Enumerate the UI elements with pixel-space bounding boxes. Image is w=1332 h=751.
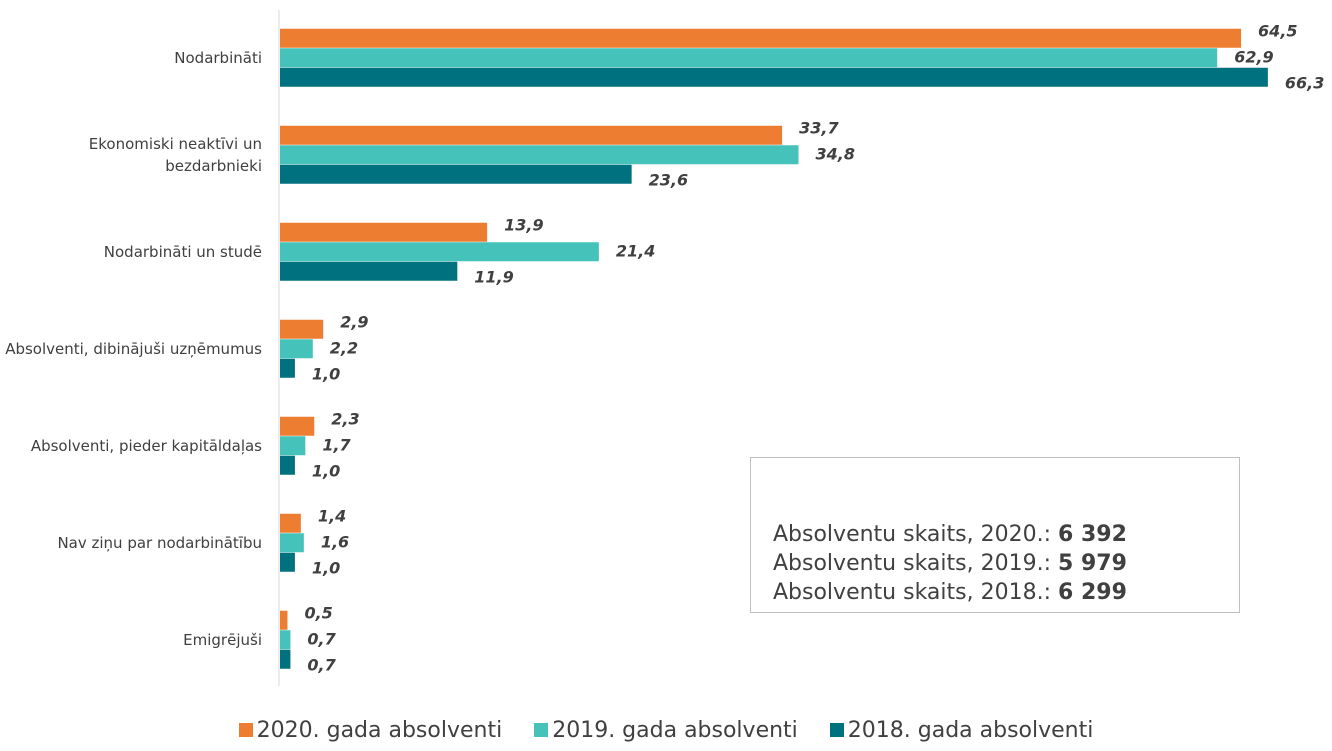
info-line: Absolventu skaits, 2020.: 6 392	[773, 520, 1239, 549]
bar	[280, 416, 315, 436]
info-label: Absolventu skaits, 2019.:	[773, 551, 1051, 576]
legend-item: 2020. gada absolventi	[238, 718, 503, 743]
legend-label: 2020. gada absolventi	[256, 718, 503, 743]
value-label: 1,6	[321, 533, 349, 552]
category-label: Emigrējuši	[183, 631, 262, 649]
value-label: 0,7	[307, 655, 336, 674]
value-label: 21,4	[616, 242, 655, 261]
value-label: 34,8	[816, 145, 855, 164]
value-label: 0,5	[304, 603, 332, 622]
bar	[280, 48, 1218, 68]
info-label: Absolventu skaits, 2018.:	[773, 580, 1051, 605]
value-label: 1,7	[322, 436, 351, 455]
category-label: Absolventi, pieder kapitāldaļas	[30, 437, 262, 455]
value-label: 2,9	[340, 312, 368, 331]
legend-label: 2018. gada absolventi	[847, 718, 1094, 743]
bar	[280, 513, 301, 533]
bar	[280, 28, 1242, 48]
legend-swatch	[829, 723, 844, 737]
bar	[280, 339, 313, 359]
value-label: 62,9	[1234, 48, 1273, 67]
bar	[280, 630, 291, 650]
info-box: Absolventu skaits, 2020.: 6 392 Absolvent…	[750, 457, 1240, 613]
value-label: 1,0	[312, 461, 340, 480]
category-label: Nodarbināti un studē	[103, 243, 262, 261]
value-label: 33,7	[799, 118, 839, 137]
bar	[280, 145, 799, 165]
info-label: Absolventu skaits, 2020.:	[773, 522, 1051, 547]
value-label: 11,9	[474, 267, 513, 286]
value-label: 2,3	[331, 409, 359, 428]
bar	[280, 67, 1268, 87]
bar	[280, 610, 288, 630]
value-label: 1,4	[318, 506, 346, 525]
legend-swatch	[238, 723, 253, 737]
bar	[280, 455, 295, 475]
category-label: Nav ziņu par nodarbinātību	[57, 534, 262, 552]
info-value: 6 392	[1058, 522, 1127, 547]
bar	[280, 125, 783, 145]
bar	[280, 436, 306, 456]
value-label: 13,9	[504, 215, 543, 234]
info-line: Absolventu skaits, 2018.: 6 299	[773, 578, 1239, 607]
value-label: 2,2	[330, 339, 358, 358]
value-label: 1,0	[312, 364, 340, 383]
value-label: 23,6	[649, 170, 688, 189]
legend: 2020. gada absolventi 2019. gada absolven…	[0, 718, 1332, 743]
legend-item: 2018. gada absolventi	[829, 718, 1094, 743]
value-label: 66,3	[1285, 73, 1324, 92]
value-label: 64,5	[1258, 21, 1297, 40]
bar	[280, 261, 458, 281]
info-value: 6 299	[1058, 580, 1127, 605]
value-label: 0,7	[307, 630, 336, 649]
bar	[280, 164, 632, 184]
category-label: Absolventi, dibinājuši uzņēmumus	[5, 340, 262, 358]
info-line: Absolventu skaits, 2019.: 5 979	[773, 549, 1239, 578]
bar	[280, 242, 599, 262]
legend-label: 2019. gada absolventi	[552, 718, 798, 743]
legend-swatch	[534, 723, 549, 737]
value-label: 1,0	[312, 558, 340, 577]
bar	[280, 649, 291, 669]
category-label: Nodarbināti	[174, 49, 262, 67]
bar	[280, 552, 295, 572]
info-value: 5 979	[1058, 551, 1127, 576]
bar	[280, 533, 304, 553]
bar	[280, 222, 488, 242]
legend-item: 2019. gada absolventi	[534, 718, 798, 743]
bar	[280, 358, 295, 378]
bar	[280, 319, 324, 339]
category-label: Ekonomiski neaktīvi un bezdarbnieki	[88, 135, 262, 175]
